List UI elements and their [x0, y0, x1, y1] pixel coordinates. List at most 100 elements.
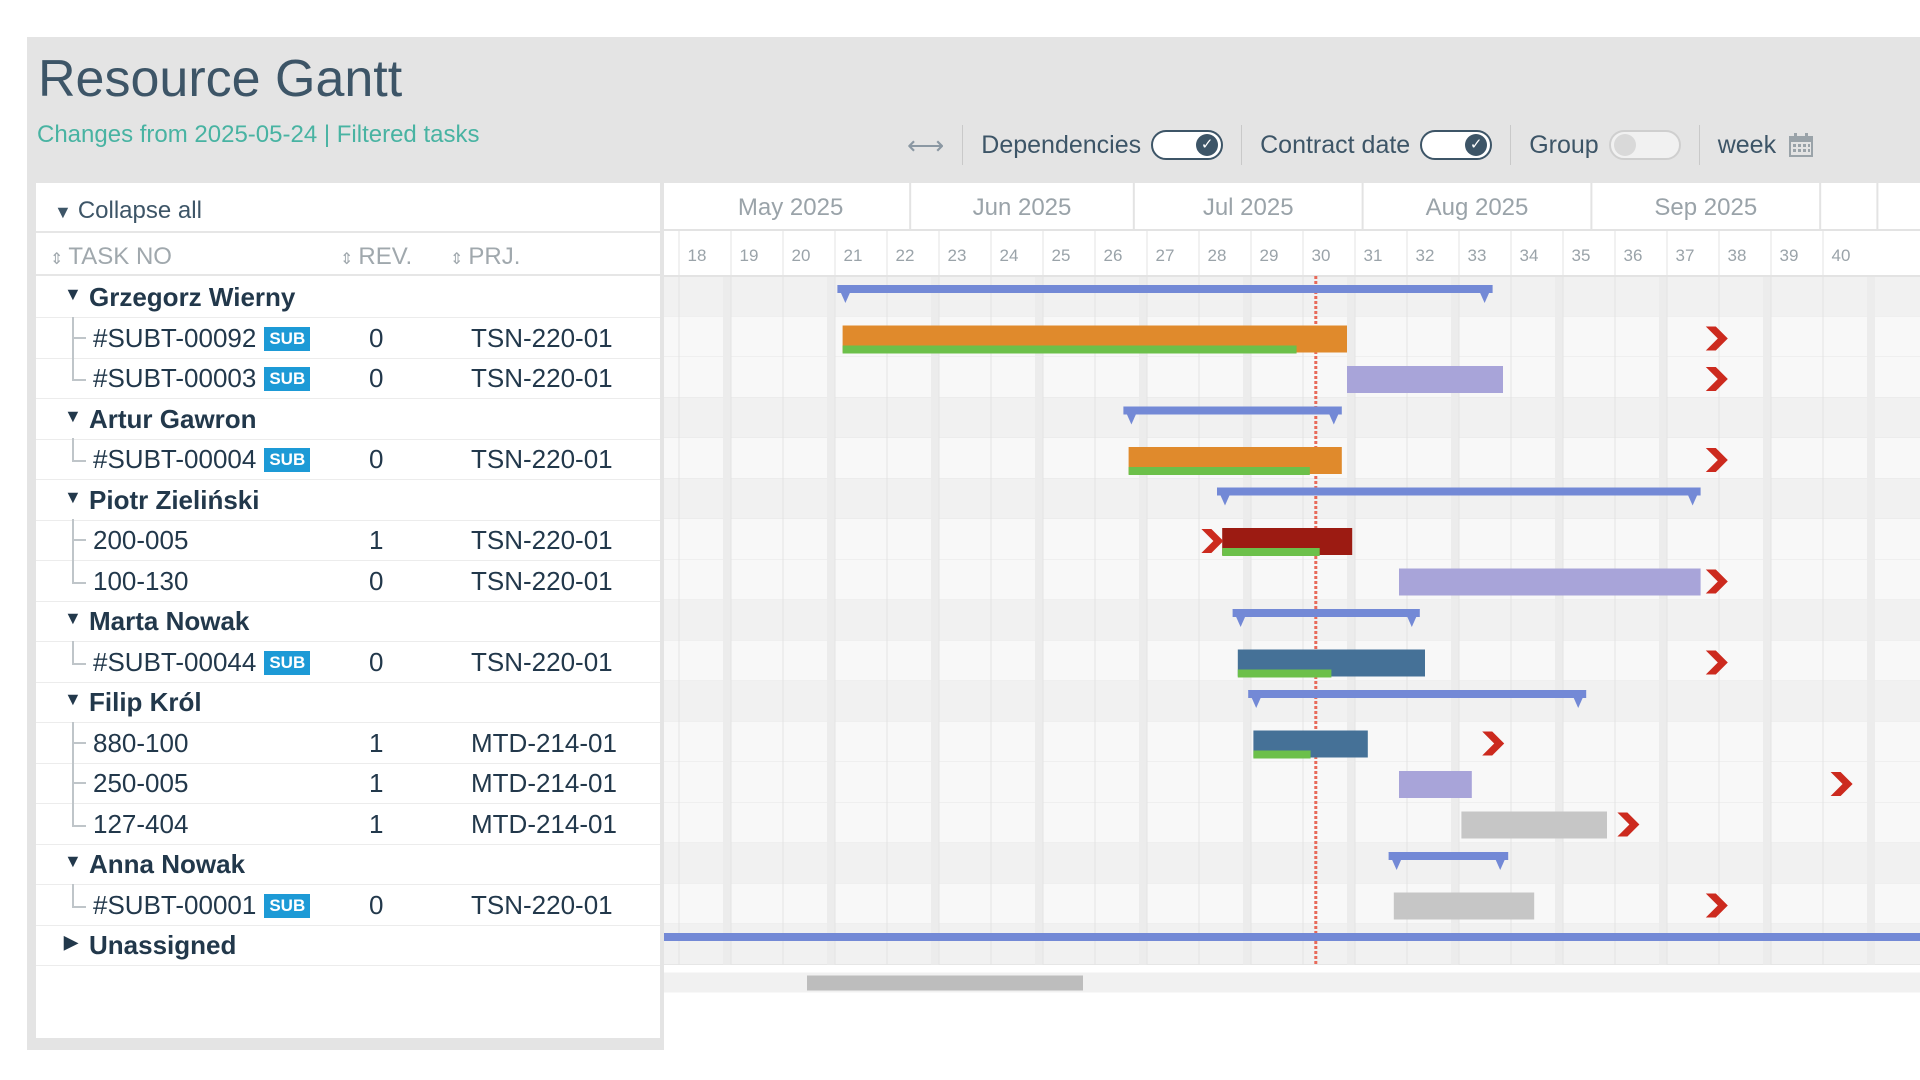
- task-row[interactable]: 200-005 1 TSN-220-01: [36, 519, 660, 561]
- horizontal-scrollbar-thumb[interactable]: [807, 975, 1083, 991]
- contract-date-marker[interactable]: [1482, 731, 1505, 756]
- column-prj[interactable]: ⇕ PRJ.: [450, 243, 520, 271]
- task-row[interactable]: 880-100 1 MTD-214-01: [36, 721, 660, 764]
- group-row[interactable]: ▼ Marta Nowak: [36, 600, 660, 642]
- scale-label[interactable]: week: [1717, 130, 1777, 159]
- month-label: Aug 2025: [1426, 194, 1529, 221]
- task-bar[interactable]: [1393, 892, 1535, 920]
- sub-badge: SUB: [264, 326, 311, 351]
- task-no[interactable]: #SUBT-00044 SUB: [93, 647, 311, 678]
- group-row[interactable]: ▼ Anna Nowak: [36, 843, 660, 885]
- prj-value: MTD-214-01: [471, 808, 617, 839]
- chevron-down-icon[interactable]: ▼: [64, 405, 82, 426]
- task-bar[interactable]: [1347, 366, 1503, 393]
- summary-bar[interactable]: [1217, 487, 1701, 496]
- tree-connector: [72, 721, 86, 764]
- group-toggle[interactable]: [1608, 130, 1681, 160]
- task-no[interactable]: #SUBT-00003 SUB: [93, 363, 311, 394]
- contract-date-marker[interactable]: [1705, 650, 1728, 675]
- task-row[interactable]: 100-130 0 TSN-220-01: [36, 559, 660, 602]
- summary-bar[interactable]: [1388, 852, 1509, 860]
- task-row[interactable]: #SUBT-00004 SUB 0 TSN-220-01: [36, 438, 660, 480]
- task-no[interactable]: 200-005: [93, 525, 188, 556]
- contract-date-marker[interactable]: [1705, 326, 1728, 351]
- calendar-icon[interactable]: [1788, 132, 1814, 158]
- task-bar[interactable]: [1399, 771, 1472, 798]
- task-row[interactable]: #SUBT-00044 SUB 0 TSN-220-01: [36, 640, 660, 683]
- horizontal-arrows-icon[interactable]: ⟷: [907, 129, 945, 160]
- contract-date-marker[interactable]: [1830, 772, 1853, 796]
- task-row[interactable]: 127-404 1 MTD-214-01: [36, 802, 660, 845]
- gantt-chart: 18 19 20 21 22 23 24 25 26 27 28 29 30 31 32 33 34 35 36 37…: [664, 183, 1920, 1050]
- task-row[interactable]: #SUBT-00092 SUB 0 TSN-220-01: [36, 316, 660, 359]
- summary-start-marker: [1232, 609, 1249, 627]
- week-label: 37: [1676, 246, 1695, 265]
- task-no[interactable]: #SUBT-00001 SUB: [93, 890, 311, 921]
- week-label: 32: [1416, 246, 1435, 265]
- group-row[interactable]: ▼ Grzegorz Wierny: [36, 276, 660, 318]
- rev-value: 0: [369, 889, 384, 920]
- rev-value: 1: [369, 525, 384, 555]
- week-label: 24: [1000, 246, 1019, 265]
- column-task-no[interactable]: ⇕ TASK NO: [50, 243, 172, 271]
- week-label: 38: [1728, 246, 1747, 265]
- weekend-shade: [1659, 276, 1667, 965]
- weekend-shade: [723, 276, 731, 965]
- summary-bar[interactable]: [1248, 690, 1587, 698]
- summary-bar[interactable]: [664, 933, 1920, 941]
- task-no[interactable]: #SUBT-00092 SUB: [93, 323, 311, 354]
- gantt-svg: 18 19 20 21 22 23 24 25 26 27 28 29 30 31 32 33 34 35 36 37…: [664, 183, 1920, 993]
- contract-date-marker[interactable]: [1705, 448, 1728, 472]
- contract-date-marker[interactable]: [1617, 812, 1640, 837]
- week-label: 31: [1364, 246, 1383, 265]
- task-bar[interactable]: [1399, 568, 1701, 596]
- chevron-down-icon[interactable]: ▼: [64, 608, 82, 628]
- summary-bar[interactable]: [1123, 406, 1342, 415]
- task-row[interactable]: #SUBT-00003 SUB 0 TSN-220-01: [36, 357, 660, 399]
- task-row[interactable]: 250-005 1 MTD-214-01: [36, 762, 660, 804]
- check-icon: ✓: [1196, 134, 1219, 156]
- contract-date-label: Contract date: [1260, 130, 1411, 159]
- task-no[interactable]: #SUBT-00004 SUB: [93, 444, 311, 475]
- summary-bar[interactable]: [837, 285, 1493, 293]
- changes-subtitle[interactable]: Changes from 2025-05-24 | Filtered tasks: [37, 121, 480, 148]
- summary-bar[interactable]: [1232, 609, 1420, 617]
- contract-date-toggle[interactable]: ✓: [1420, 130, 1493, 160]
- prj-value: TSN-220-01: [471, 322, 613, 353]
- contract-date-marker[interactable]: [1705, 569, 1728, 594]
- contract-date-marker[interactable]: [1201, 529, 1224, 553]
- chevron-down-icon[interactable]: ▼: [64, 851, 82, 871]
- chevron-down-icon[interactable]: ▼: [64, 284, 82, 304]
- collapse-all-button[interactable]: ▼ Collapse all: [54, 197, 202, 225]
- task-no-text: #SUBT-00004: [93, 444, 257, 474]
- task-row[interactable]: #SUBT-00001 SUB 0 TSN-220-01: [36, 883, 660, 926]
- group-row[interactable]: ▶ Unassigned: [36, 924, 660, 966]
- contract-date-marker[interactable]: [1705, 893, 1728, 918]
- prj-value: TSN-220-01: [471, 525, 613, 555]
- task-list-panel: ▼ Collapse all ⇕ TASK NO ⇕ REV. ⇕ PRJ. ▼ Grze…: [36, 183, 660, 1038]
- task-bar[interactable]: [1461, 811, 1607, 839]
- chevron-down-icon[interactable]: ▼: [64, 486, 82, 507]
- task-no-text: 100-130: [93, 565, 189, 596]
- task-no[interactable]: 250-005: [93, 768, 188, 799]
- week-label: 19: [740, 246, 759, 265]
- week-label: 40: [1832, 246, 1851, 265]
- tree-connector: [72, 438, 86, 462]
- task-no[interactable]: 880-100: [93, 728, 188, 759]
- group-name: Anna Nowak: [89, 849, 246, 879]
- group-row[interactable]: ▼ Filip Król: [36, 681, 660, 723]
- chevron-right-icon[interactable]: ▶: [64, 932, 78, 952]
- row-background: [664, 802, 1920, 843]
- week-label: 30: [1312, 246, 1331, 265]
- chevron-down-icon[interactable]: ▼: [64, 689, 82, 709]
- dependencies-toggle[interactable]: ✓: [1151, 130, 1224, 160]
- task-no[interactable]: 127-404: [93, 809, 188, 840]
- contract-date-marker[interactable]: [1705, 367, 1728, 391]
- task-no[interactable]: 100-130: [93, 566, 188, 597]
- week-label: 21: [844, 246, 863, 265]
- group-row[interactable]: ▼ Artur Gawron: [36, 398, 660, 440]
- column-rev[interactable]: ⇕ REV.: [340, 243, 412, 271]
- sub-badge: SUB: [264, 367, 311, 391]
- dependencies-label: Dependencies: [981, 130, 1142, 159]
- group-row[interactable]: ▼ Piotr Zieliński: [36, 479, 660, 521]
